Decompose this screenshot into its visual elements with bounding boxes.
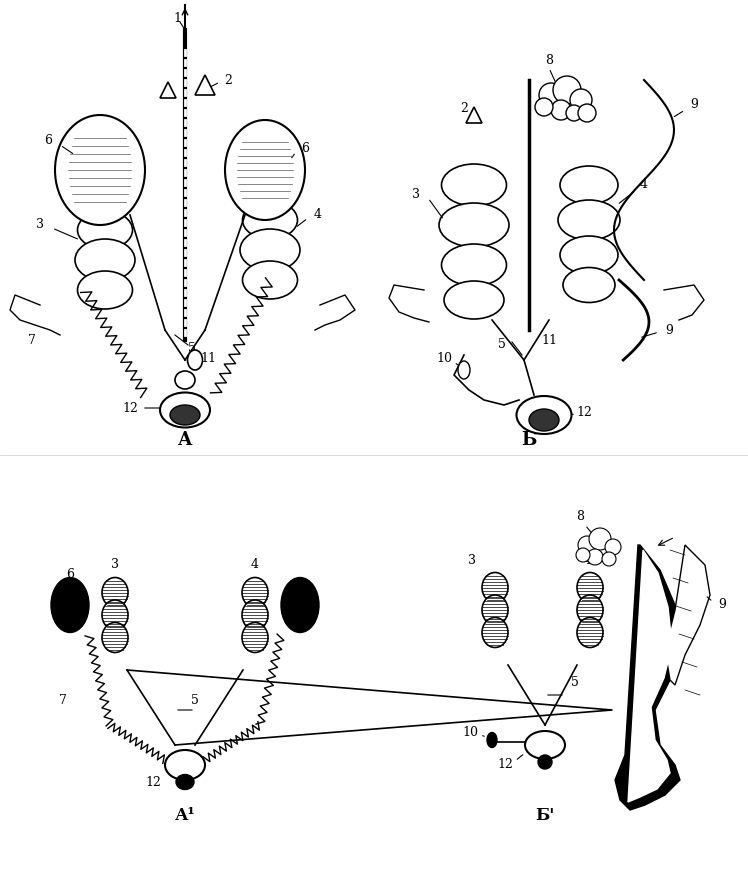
Text: 10: 10: [462, 727, 478, 739]
Ellipse shape: [102, 623, 128, 653]
Text: 9: 9: [690, 99, 698, 111]
Circle shape: [551, 100, 571, 120]
Text: 5: 5: [498, 339, 506, 352]
Ellipse shape: [175, 371, 195, 389]
Circle shape: [539, 83, 563, 107]
Text: 12: 12: [122, 401, 138, 415]
Text: Б: Б: [521, 431, 536, 449]
Text: 5: 5: [571, 676, 579, 690]
Text: 11: 11: [200, 352, 216, 364]
Ellipse shape: [170, 405, 200, 425]
Ellipse shape: [225, 120, 305, 220]
Ellipse shape: [577, 617, 603, 647]
Circle shape: [578, 536, 596, 554]
Text: Б': Б': [536, 806, 555, 824]
Ellipse shape: [102, 600, 128, 630]
Text: А¹: А¹: [174, 806, 195, 824]
Ellipse shape: [560, 236, 618, 274]
Ellipse shape: [560, 166, 618, 204]
Text: 3: 3: [111, 558, 119, 572]
Circle shape: [587, 549, 603, 565]
Text: 1: 1: [173, 11, 181, 25]
Text: 9: 9: [665, 324, 673, 337]
Ellipse shape: [188, 350, 203, 370]
Text: 12: 12: [576, 406, 592, 418]
Text: 10: 10: [436, 352, 452, 364]
Circle shape: [578, 104, 596, 122]
Polygon shape: [665, 545, 710, 685]
Ellipse shape: [51, 578, 89, 632]
Text: 7: 7: [28, 333, 36, 347]
Ellipse shape: [577, 572, 603, 602]
Circle shape: [553, 76, 581, 104]
Circle shape: [570, 89, 592, 111]
Ellipse shape: [242, 623, 268, 653]
Circle shape: [535, 98, 553, 116]
Ellipse shape: [482, 617, 508, 647]
Ellipse shape: [563, 267, 615, 303]
Ellipse shape: [242, 600, 268, 630]
Ellipse shape: [487, 732, 497, 748]
Ellipse shape: [240, 229, 300, 271]
Circle shape: [576, 548, 590, 562]
Ellipse shape: [55, 115, 145, 225]
Text: 3: 3: [36, 219, 44, 231]
Ellipse shape: [482, 595, 508, 625]
Text: 6: 6: [301, 141, 309, 154]
Ellipse shape: [458, 361, 470, 379]
Text: 12: 12: [497, 759, 513, 772]
Ellipse shape: [482, 572, 508, 602]
Text: 7: 7: [59, 693, 67, 706]
Ellipse shape: [75, 239, 135, 281]
Text: 2: 2: [224, 73, 232, 86]
Ellipse shape: [444, 281, 504, 319]
Text: 5: 5: [188, 341, 196, 355]
Text: 9: 9: [718, 599, 726, 611]
Circle shape: [538, 755, 552, 769]
Ellipse shape: [78, 211, 132, 249]
Ellipse shape: [577, 595, 603, 625]
Ellipse shape: [102, 578, 128, 608]
Ellipse shape: [242, 578, 268, 608]
Ellipse shape: [176, 774, 194, 789]
Text: А: А: [178, 431, 192, 449]
Ellipse shape: [160, 392, 210, 428]
Polygon shape: [628, 550, 672, 802]
Ellipse shape: [525, 731, 565, 759]
Ellipse shape: [281, 578, 319, 632]
Ellipse shape: [78, 271, 132, 309]
Ellipse shape: [441, 244, 506, 286]
Ellipse shape: [439, 203, 509, 247]
Ellipse shape: [529, 409, 559, 431]
Polygon shape: [195, 75, 215, 95]
Ellipse shape: [558, 200, 620, 240]
Ellipse shape: [165, 750, 205, 780]
Text: 8: 8: [545, 54, 553, 66]
Ellipse shape: [441, 164, 506, 206]
Text: 4: 4: [584, 554, 592, 566]
Text: 4: 4: [251, 558, 259, 572]
Polygon shape: [466, 107, 482, 123]
Text: 12: 12: [145, 775, 161, 789]
Ellipse shape: [517, 396, 571, 434]
Text: 3: 3: [468, 554, 476, 566]
Text: 8: 8: [576, 511, 584, 524]
Polygon shape: [160, 82, 176, 98]
Ellipse shape: [242, 261, 298, 299]
Circle shape: [566, 105, 582, 121]
Text: 3: 3: [412, 189, 420, 201]
Text: 6: 6: [44, 133, 52, 146]
Circle shape: [605, 539, 621, 555]
Ellipse shape: [242, 201, 298, 239]
Text: 5: 5: [191, 693, 199, 706]
Text: 11: 11: [541, 333, 557, 347]
Circle shape: [602, 552, 616, 566]
Text: 4: 4: [314, 208, 322, 221]
Circle shape: [589, 528, 611, 550]
Text: 6: 6: [66, 569, 74, 581]
Text: 2: 2: [460, 101, 468, 115]
Text: 4: 4: [640, 178, 648, 191]
Polygon shape: [615, 545, 680, 810]
